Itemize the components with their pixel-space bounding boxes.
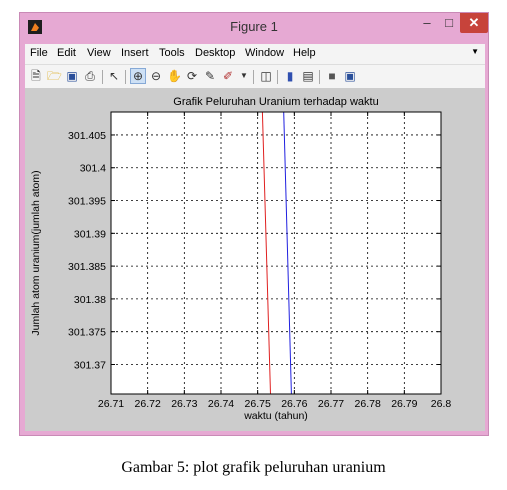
menu-tools[interactable]: Tools [159, 47, 185, 59]
brush-icon[interactable]: ✐ [221, 69, 235, 83]
x-tick-label: 26.74 [208, 398, 234, 410]
title-bar[interactable]: Figure 1 – □ ✕ [20, 13, 488, 43]
x-axis-label: waktu (tahun) [243, 410, 308, 422]
print-icon[interactable]: ⎙ [83, 69, 97, 83]
x-tick-label: 26.77 [318, 398, 344, 410]
plot-area [111, 112, 441, 394]
toolbar: 🗎 🗁 ▣ ⎙ ↖ ⊕ ⊖ ✋ ⟳ ✎ ✐ ▼ ◫ ▮ ▤ ■ ▣ [25, 64, 485, 89]
zoom-out-icon[interactable]: ⊖ [149, 69, 163, 83]
toolbar-separator [102, 70, 103, 84]
toolbar-separator [125, 70, 126, 84]
toolbar-separator [319, 70, 320, 84]
maximize-button[interactable]: □ [438, 13, 460, 33]
figure-caption: Gambar 5: plot grafik peluruhan uranium [0, 459, 507, 477]
rotate-icon[interactable]: ⟳ [185, 69, 199, 83]
menu-bar: File Edit View Insert Tools Desktop Wind… [25, 44, 485, 64]
menu-window[interactable]: Window [245, 47, 284, 59]
y-tick-label: 301.385 [68, 261, 106, 273]
pan-icon[interactable]: ✋ [167, 69, 181, 83]
menu-insert[interactable]: Insert [121, 47, 149, 59]
x-tick-label: 26.73 [171, 398, 197, 410]
x-tick-label: 26.72 [135, 398, 161, 410]
colorbar-icon[interactable]: ▮ [283, 69, 297, 83]
brush-dropdown-icon[interactable]: ▼ [237, 69, 251, 83]
y-tick-label: 301.375 [68, 327, 106, 339]
save-icon[interactable]: ▣ [65, 69, 79, 83]
link-icon[interactable]: ◫ [259, 69, 273, 83]
x-tick-label: 26.78 [355, 398, 381, 410]
hide-plot-tools-icon[interactable]: ■ [325, 69, 339, 83]
menu-help[interactable]: Help [293, 47, 316, 59]
y-tick-label: 301.395 [68, 196, 106, 208]
legend-icon[interactable]: ▤ [301, 69, 315, 83]
show-plot-tools-icon[interactable]: ▣ [343, 69, 357, 83]
figure-canvas: Grafik Peluruhan Uranium terhadap waktu 2… [25, 88, 485, 431]
open-folder-icon[interactable]: 🗁 [47, 69, 61, 83]
menu-view[interactable]: View [87, 47, 111, 59]
pointer-icon[interactable]: ↖ [107, 69, 121, 83]
zoom-in-icon[interactable]: ⊕ [131, 69, 145, 83]
y-tick-label: 301.38 [74, 294, 106, 306]
close-button[interactable]: ✕ [460, 13, 488, 33]
y-tick-label: 301.405 [68, 130, 106, 142]
minimize-button[interactable]: – [416, 13, 438, 33]
figure-window: Figure 1 – □ ✕ File Edit View Insert Too… [19, 12, 489, 436]
y-tick-label: 301.4 [80, 163, 106, 175]
x-tick-label: 26.75 [245, 398, 271, 410]
chart-title: Grafik Peluruhan Uranium terhadap waktu [173, 96, 378, 108]
data-cursor-icon[interactable]: ✎ [203, 69, 217, 83]
y-tick-label: 301.39 [74, 228, 106, 240]
x-tick-label: 26.79 [391, 398, 417, 410]
toolbar-separator [277, 70, 278, 84]
menu-desktop[interactable]: Desktop [195, 47, 235, 59]
toolbar-separator [253, 70, 254, 84]
x-tick-label: 26.76 [281, 398, 307, 410]
y-tick-label: 301.37 [74, 359, 106, 371]
new-file-icon[interactable]: 🗎 [29, 69, 43, 83]
x-tick-label: 26.8 [431, 398, 452, 410]
y-axis-label: Jumlah atom uranium(jumlah atom) [30, 170, 42, 335]
menu-edit[interactable]: Edit [57, 47, 76, 59]
menu-file[interactable]: File [30, 47, 48, 59]
chart[interactable]: Grafik Peluruhan Uranium terhadap waktu 2… [25, 88, 485, 431]
menu-overflow-arrow-icon[interactable]: ▼ [471, 47, 479, 56]
x-tick-label: 26.71 [98, 398, 124, 410]
